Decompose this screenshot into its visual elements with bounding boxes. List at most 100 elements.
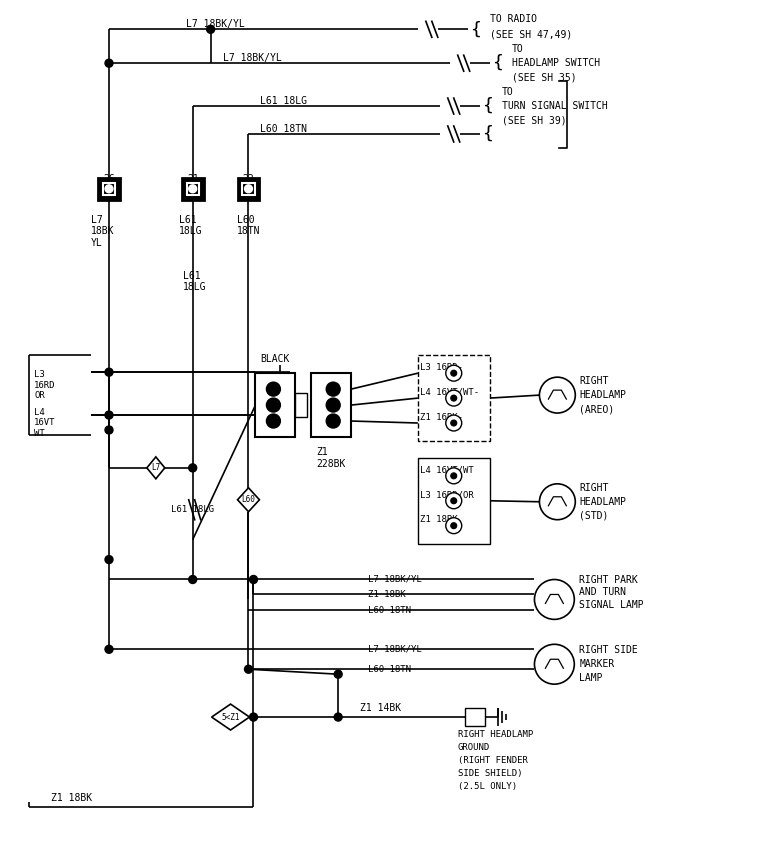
Circle shape xyxy=(451,473,457,479)
Circle shape xyxy=(245,185,252,192)
FancyBboxPatch shape xyxy=(255,373,295,437)
Text: L61
18LG: L61 18LG xyxy=(178,215,202,236)
Text: (SEE SH 47,49): (SEE SH 47,49) xyxy=(490,29,572,39)
Text: MARKER: MARKER xyxy=(579,659,614,669)
Text: {: { xyxy=(470,21,481,38)
Text: BLACK: BLACK xyxy=(261,354,290,364)
Circle shape xyxy=(335,670,342,678)
Text: (RIGHT FENDER: (RIGHT FENDER xyxy=(458,757,528,765)
FancyBboxPatch shape xyxy=(103,183,115,195)
Text: TO: TO xyxy=(511,44,523,54)
Circle shape xyxy=(326,382,340,396)
Circle shape xyxy=(188,185,197,192)
Text: (SEE SH 39): (SEE SH 39) xyxy=(501,115,566,125)
FancyBboxPatch shape xyxy=(238,178,259,200)
Circle shape xyxy=(188,575,197,583)
Text: 22: 22 xyxy=(242,174,255,184)
Text: L4 16VT/WT-: L4 16VT/WT- xyxy=(420,387,479,397)
Polygon shape xyxy=(211,705,249,730)
FancyBboxPatch shape xyxy=(418,355,490,441)
Circle shape xyxy=(446,415,461,431)
Text: RIGHT: RIGHT xyxy=(579,483,609,492)
Text: L7 18BK/YL: L7 18BK/YL xyxy=(368,645,422,654)
Circle shape xyxy=(451,395,457,401)
Circle shape xyxy=(451,522,457,528)
Text: TO RADIO: TO RADIO xyxy=(490,15,537,24)
Text: (STD): (STD) xyxy=(579,510,609,521)
FancyBboxPatch shape xyxy=(418,458,490,544)
Text: L61 18LG: L61 18LG xyxy=(261,96,308,106)
Text: {: { xyxy=(481,97,492,115)
Text: L60 18TN: L60 18TN xyxy=(261,124,308,134)
FancyBboxPatch shape xyxy=(98,178,120,200)
Circle shape xyxy=(446,518,461,534)
Circle shape xyxy=(335,713,342,721)
Text: L7 18BK/YL: L7 18BK/YL xyxy=(186,20,245,29)
Circle shape xyxy=(446,468,461,484)
Text: SIGNAL LAMP: SIGNAL LAMP xyxy=(579,600,644,610)
Text: L7
18BK
YL: L7 18BK YL xyxy=(91,215,115,248)
Text: TURN SIGNAL SWITCH: TURN SIGNAL SWITCH xyxy=(501,101,608,111)
Text: Z1 18BK: Z1 18BK xyxy=(52,793,92,803)
Polygon shape xyxy=(147,457,165,479)
Circle shape xyxy=(451,498,457,504)
Circle shape xyxy=(105,411,113,419)
Circle shape xyxy=(534,645,574,684)
Circle shape xyxy=(105,369,113,376)
Text: L3 16RD/OR: L3 16RD/OR xyxy=(420,490,474,499)
Text: HEADLAMP: HEADLAMP xyxy=(579,390,626,400)
Text: RIGHT: RIGHT xyxy=(579,376,609,386)
FancyBboxPatch shape xyxy=(295,393,308,417)
Circle shape xyxy=(105,59,113,68)
Text: LAMP: LAMP xyxy=(579,673,603,683)
FancyBboxPatch shape xyxy=(464,708,484,726)
Text: RIGHT SIDE: RIGHT SIDE xyxy=(579,646,638,655)
Text: Z1 18BK: Z1 18BK xyxy=(368,590,406,599)
Text: {: { xyxy=(491,54,502,72)
Text: HEADLAMP SWITCH: HEADLAMP SWITCH xyxy=(511,58,600,68)
Text: 21: 21 xyxy=(187,174,198,184)
Circle shape xyxy=(105,646,113,653)
Text: Z1 14BK: Z1 14BK xyxy=(360,703,401,713)
Text: L60 18TN: L60 18TN xyxy=(368,606,411,615)
Text: RIGHT PARK: RIGHT PARK xyxy=(579,575,638,585)
Circle shape xyxy=(446,492,461,509)
Circle shape xyxy=(245,665,252,673)
Text: L60 18TN: L60 18TN xyxy=(368,664,411,674)
FancyBboxPatch shape xyxy=(242,183,255,195)
FancyBboxPatch shape xyxy=(187,183,199,195)
Circle shape xyxy=(105,556,113,563)
Polygon shape xyxy=(238,488,259,512)
Text: L60: L60 xyxy=(241,495,255,504)
Text: GROUND: GROUND xyxy=(458,744,490,752)
Circle shape xyxy=(266,398,281,412)
Text: 26: 26 xyxy=(103,174,115,184)
Circle shape xyxy=(207,26,215,33)
Text: 5<Z1: 5<Z1 xyxy=(221,712,240,722)
Text: Z1
228BK: Z1 228BK xyxy=(316,447,345,469)
Circle shape xyxy=(249,575,258,583)
Text: L7 18BK/YL: L7 18BK/YL xyxy=(368,574,422,583)
Text: L3 16RD-: L3 16RD- xyxy=(420,363,463,372)
Circle shape xyxy=(451,370,457,376)
Circle shape xyxy=(105,426,113,434)
Circle shape xyxy=(539,484,575,520)
Text: L61 18LG: L61 18LG xyxy=(171,505,214,514)
Text: L4
16VT
WT: L4 16VT WT xyxy=(35,408,56,438)
Text: Z1 16BK-: Z1 16BK- xyxy=(420,412,463,422)
Text: HEADLAMP: HEADLAMP xyxy=(579,497,626,507)
FancyBboxPatch shape xyxy=(181,178,204,200)
Circle shape xyxy=(326,414,340,428)
Text: AND TURN: AND TURN xyxy=(579,587,626,598)
Text: SIDE SHIELD): SIDE SHIELD) xyxy=(458,770,522,778)
Circle shape xyxy=(249,713,258,721)
Text: L4 16VT/WT: L4 16VT/WT xyxy=(420,465,474,475)
Text: {: { xyxy=(481,125,492,143)
Text: Z1 18BK: Z1 18BK xyxy=(420,516,458,524)
Circle shape xyxy=(266,414,281,428)
Circle shape xyxy=(446,390,461,406)
Text: TO: TO xyxy=(501,87,514,97)
Text: L7: L7 xyxy=(151,463,161,472)
Text: L61
18LG: L61 18LG xyxy=(183,270,206,292)
Text: RIGHT HEADLAMP: RIGHT HEADLAMP xyxy=(458,730,533,740)
